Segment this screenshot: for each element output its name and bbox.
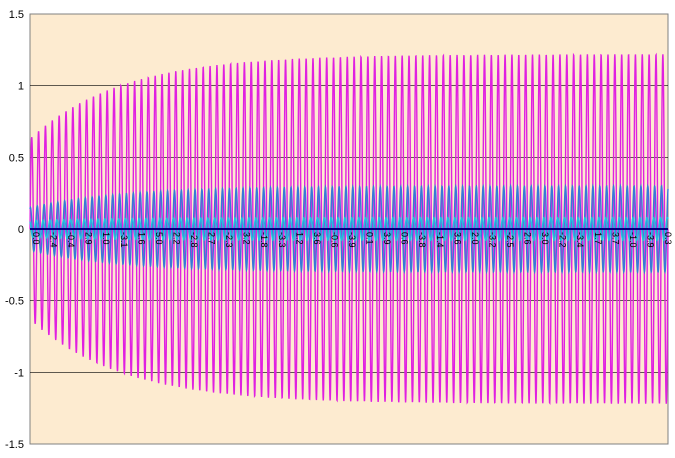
x-tick-label: 2.9 (84, 232, 94, 245)
x-tick-label: 0.1 (365, 232, 375, 245)
x-tick-label: -3.1 (119, 232, 129, 248)
x-tick-label: 2.2 (171, 232, 181, 245)
x-tick-label: -2.8 (189, 232, 199, 248)
x-tick-label: -1.8 (259, 232, 269, 248)
x-tick-label: 1.6 (136, 232, 146, 245)
x-tick-label: -2.5 (505, 232, 515, 248)
y-tick-label: 1.5 (9, 9, 24, 21)
x-tick-label: 2.6 (523, 232, 533, 245)
series-layer (29, 52, 669, 406)
series-line-3 (29, 216, 669, 242)
x-tick-label: -0.6 (329, 232, 339, 248)
y-tick-label: 0.5 (9, 152, 24, 164)
y-axis-ticks: -1.5 -1 -0.5 0 0.5 1 1.5 (5, 9, 24, 451)
x-tick-label: -3.4 (575, 232, 585, 248)
x-tick-label: 3.2 (242, 232, 252, 245)
x-tick-label: 1.2 (294, 232, 304, 245)
x-tick-label: -3.2 (487, 232, 497, 248)
x-tick-label: -1.0 (628, 232, 638, 248)
y-tick-label: -0.5 (5, 296, 24, 308)
x-tick-label: 1.7 (593, 232, 603, 245)
x-tick-label: 0.0 (31, 232, 41, 245)
x-tick-label: -3.8 (417, 232, 427, 248)
y-tick-label: -1.5 (5, 439, 24, 451)
x-tick-label: 1.0 (101, 232, 111, 245)
x-tick-label: 3.0 (540, 232, 550, 245)
x-tick-label: 2.0 (470, 232, 480, 245)
x-tick-label: -3.9 (347, 232, 357, 248)
x-tick-label: -0.4 (66, 232, 76, 248)
x-tick-label: -2.2 (558, 232, 568, 248)
x-tick-label: -2.3 (224, 232, 234, 248)
y-tick-label: 1 (18, 81, 24, 93)
x-tick-label: -1.4 (435, 232, 445, 248)
x-tick-label: 2.7 (207, 232, 217, 245)
x-tick-label: 3.6 (312, 232, 322, 245)
x-tick-label: 0.6 (400, 232, 410, 245)
x-tick-label: 3.6 (452, 232, 462, 245)
x-tick-label: 0.3 (663, 232, 673, 245)
x-tick-label: -3.9 (645, 232, 655, 248)
y-tick-label: -1 (14, 367, 24, 379)
x-tick-label: 3.9 (382, 232, 392, 245)
x-tick-label: -2.4 (49, 232, 59, 248)
y-tick-label: 0 (18, 224, 24, 236)
x-tick-label: 3.7 (610, 232, 620, 245)
x-tick-label: -3.3 (277, 232, 287, 248)
series-line-2 (29, 183, 669, 275)
x-tick-label: 5.0 (154, 232, 164, 245)
x-axis-ticks: 0.0 -2.4 -0.4 2.9 1.0 -3.1 1.6 5.0 2.2 -2.8 2.7 -2.… (31, 232, 673, 248)
